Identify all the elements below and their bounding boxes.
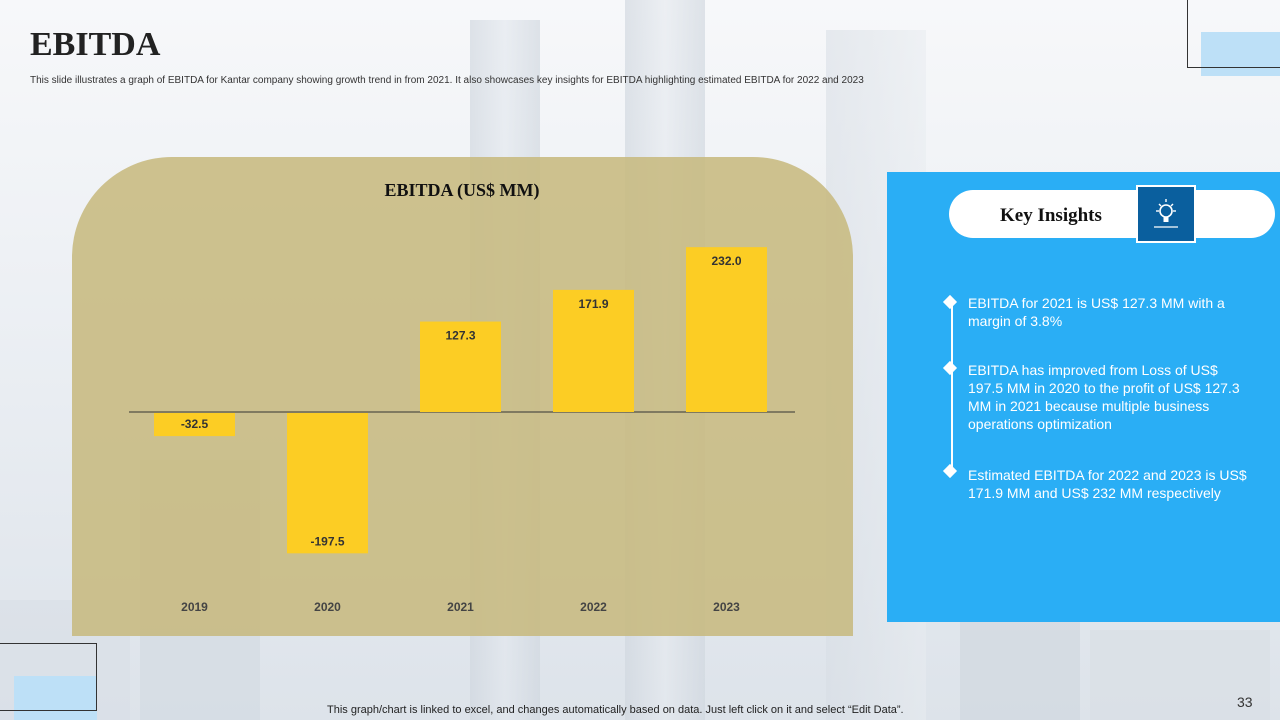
x-tick-label-2019: 2019 bbox=[181, 600, 208, 614]
bar-2019[interactable] bbox=[154, 413, 235, 437]
bar-2023[interactable] bbox=[686, 247, 767, 412]
decorative-corner-frame bbox=[1187, 0, 1280, 68]
insight-item: EBITDA for 2021 is US$ 127.3 MM with a m… bbox=[968, 295, 1225, 329]
x-tick-label-2023: 2023 bbox=[713, 600, 740, 614]
x-tick-label-2022: 2022 bbox=[580, 600, 607, 614]
data-label-2019: -32.5 bbox=[181, 417, 209, 431]
insights-header-pill bbox=[949, 190, 1275, 238]
page-number: 33 bbox=[1237, 694, 1253, 710]
bar-2021[interactable] bbox=[420, 321, 501, 412]
data-label-2022: 171.9 bbox=[578, 297, 608, 311]
x-tick-label-2020: 2020 bbox=[314, 600, 341, 614]
slide-subtitle: This slide illustrates a graph of EBITDA… bbox=[30, 75, 864, 86]
insight-item: EBITDA has improved from Loss of US$ 197… bbox=[968, 362, 1240, 432]
ebitda-bar-chart[interactable]: EBITDA (US$ MM) -32.5 2019 -197.5 2020 127.3… bbox=[72, 157, 853, 636]
data-label-2021: 127.3 bbox=[445, 329, 475, 343]
ebitda-chart-panel[interactable]: EBITDA (US$ MM) -32.5 2019 -197.5 2020 127.3… bbox=[72, 157, 853, 636]
insights-title: Key Insights bbox=[1000, 205, 1102, 226]
decorative-corner-frame bbox=[0, 643, 97, 711]
decorative-corner-fill bbox=[14, 676, 97, 720]
bar-2022[interactable] bbox=[553, 289, 634, 412]
lightbulb-icon bbox=[1136, 185, 1196, 243]
bar-2020[interactable] bbox=[287, 413, 368, 554]
data-label-2020: -197.5 bbox=[310, 534, 344, 548]
slide-title: EBITDA bbox=[30, 26, 161, 63]
x-tick-label-2021: 2021 bbox=[447, 600, 474, 614]
insight-item: Estimated EBITDA for 2022 and 2023 is US… bbox=[968, 467, 1247, 501]
chart-title: EBITDA (US$ MM) bbox=[384, 180, 539, 201]
footer-note: This graph/chart is linked to excel, and… bbox=[327, 704, 904, 716]
insights-timeline bbox=[951, 302, 953, 472]
data-label-2023: 232.0 bbox=[711, 254, 741, 268]
decorative-corner-fill bbox=[1201, 32, 1280, 76]
